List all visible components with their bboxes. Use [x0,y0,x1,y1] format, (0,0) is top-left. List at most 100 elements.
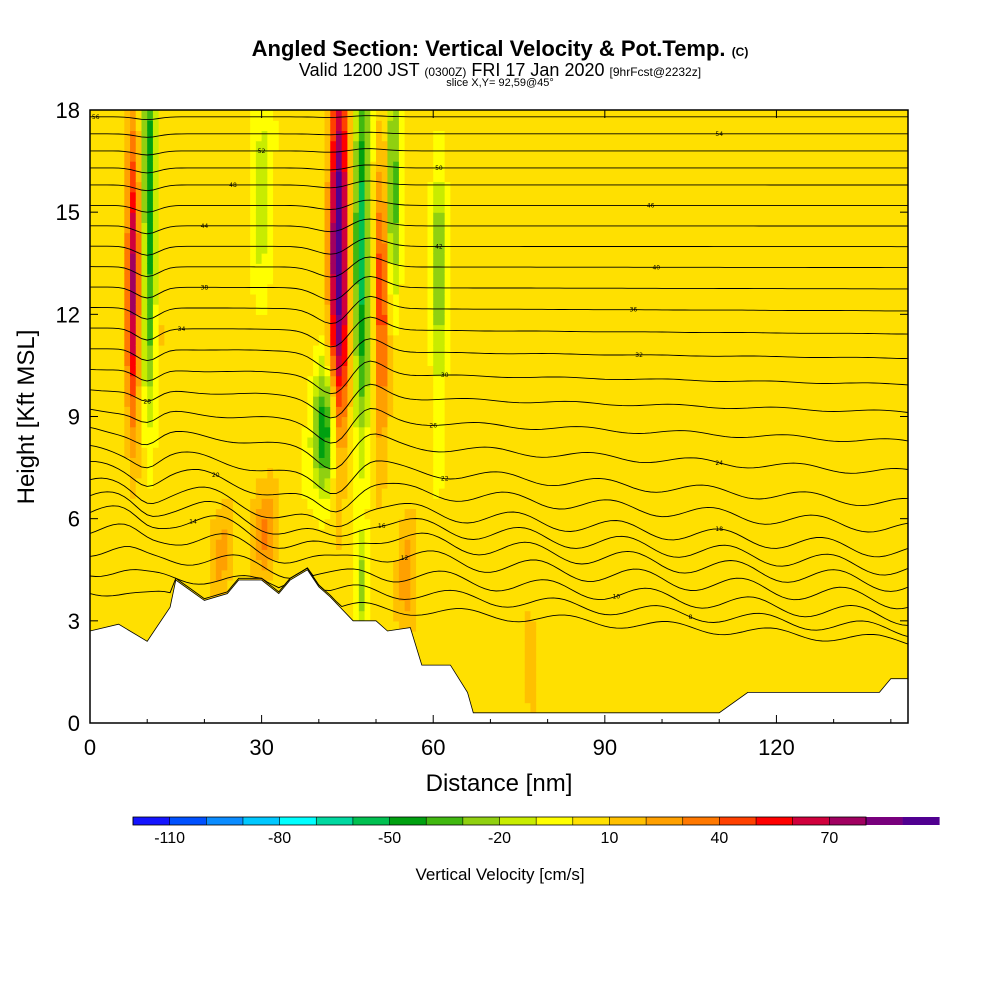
field-cell [507,181,514,193]
field-cell [227,242,234,254]
field-cell [112,406,120,418]
field-cell [147,569,154,581]
field-cell [404,283,411,295]
field-cell [244,110,251,121]
field-cell [410,232,417,244]
field-cell [290,559,297,571]
field-cell [358,201,366,213]
field-cell [238,436,246,448]
field-cell [524,559,532,571]
field-cell [341,171,349,183]
field-cell [124,385,131,397]
field-cell [198,212,206,223]
field-cell [124,110,131,121]
field-cell [318,375,326,387]
field-cell [107,263,114,275]
field-cell [227,140,234,152]
field-cell [484,549,492,561]
field-cell [387,600,394,612]
field-cell [530,528,537,540]
field-cell [478,222,486,234]
field-cell [210,416,217,428]
field-cell [278,579,286,591]
field-cell [301,457,308,469]
field-cell [278,181,286,193]
field-cell [221,477,228,489]
field-cell [536,436,543,448]
field-cell [307,263,314,275]
field-cell [496,365,503,377]
field-cell [376,283,383,295]
field-cell [124,457,131,469]
field-cell [559,620,566,632]
field-cell [376,488,383,499]
field-cell [358,324,366,336]
field-cell [164,467,171,479]
field-cell [404,447,411,458]
field-cell [118,610,125,622]
field-cell [124,436,131,448]
field-cell [318,314,326,326]
field-cell [387,273,394,285]
field-cell [318,161,326,172]
field-cell [170,201,177,213]
field-cell [255,406,263,418]
field-cell [547,232,554,244]
field-cell [490,457,497,469]
field-cell [192,293,200,305]
field-cell [456,161,463,172]
field-cell [507,549,514,561]
field-cell [147,600,154,612]
field-cell [364,406,371,418]
field-cell [147,426,154,438]
field-cell [152,130,160,142]
field-cell [536,242,543,254]
field-cell [192,436,200,448]
field-cell [215,324,223,336]
field-cell [158,406,165,418]
field-cell [421,375,429,387]
field-cell [112,171,120,183]
field-cell [507,702,514,714]
field-cell [513,702,520,714]
field-cell [501,110,509,121]
field-cell [255,253,263,264]
field-cell [307,324,314,336]
field-cell [290,191,297,203]
field-cell [421,161,429,172]
field-cell [484,263,492,275]
field-cell [547,549,554,561]
field-cell [433,457,440,469]
field-cell [295,385,303,397]
field-cell [438,293,446,305]
field-cell [496,344,503,356]
field-cell [444,130,451,142]
field-cell [358,477,366,489]
field-cell [95,110,103,121]
field-cell [147,334,154,346]
field-cell [530,120,537,132]
field-cell [124,232,131,244]
field-cell [416,222,423,234]
field-cell [204,293,211,305]
field-cell [175,396,183,407]
field-cell [204,273,211,285]
field-cell [456,385,463,397]
field-cell [158,549,165,561]
field-cell [347,263,354,275]
field-cell [496,283,503,295]
field-cell [530,283,537,295]
field-cell [490,365,497,377]
field-cell [250,222,257,234]
field-cell [473,406,480,418]
field-cell [410,447,417,458]
field-cell [461,161,469,172]
field-cell [112,242,120,254]
field-cell [478,518,486,530]
field-cell [164,579,171,591]
field-cell [381,110,389,121]
field-cell [250,539,257,550]
field-cell [376,365,383,377]
field-cell [421,273,429,285]
field-cell [90,559,97,571]
